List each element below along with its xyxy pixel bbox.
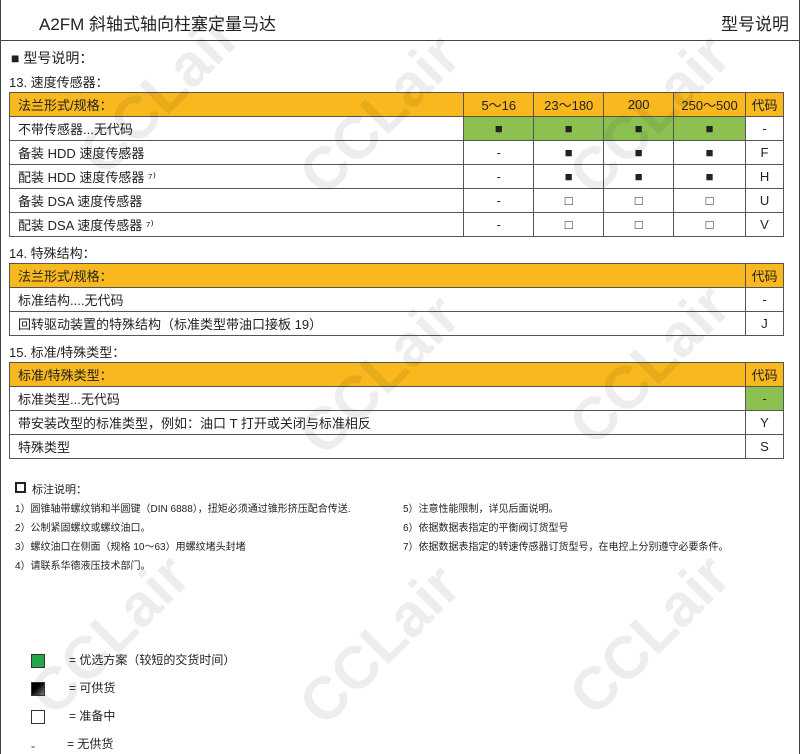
notes-right: 5）注意性能限制，详见后面说明。 6）依据数据表指定的平衡阀订货型号 7）依据数据表…	[403, 500, 729, 557]
legend-swatch-icon	[31, 709, 45, 724]
table-cell: -	[745, 386, 784, 411]
table-cell: S	[745, 434, 784, 459]
table-cell: ■	[603, 116, 675, 141]
row-label: 回转驱动装置的特殊结构（标准类型带油口接板 19）	[8, 311, 747, 336]
table-cell: Y	[745, 410, 784, 435]
table-cell: ■	[533, 140, 605, 165]
table-cell: -	[745, 287, 784, 312]
note-item: 4）请联系华德液压技术部门。	[15, 561, 151, 572]
column-header: 200	[603, 92, 675, 117]
type-table: 标准/特殊类型： 代码 标准类型...无代码 - 带安装改型的标准类型，例如：油口 T …	[8, 362, 784, 459]
table-cell: -	[463, 140, 535, 165]
column-header: 代码	[745, 92, 784, 117]
table-cell: □	[673, 212, 747, 237]
legend-text: = 准备中	[69, 709, 116, 723]
note-item: 1）圆锥轴带螺纹销和半圆键（DIN 6888），扭矩必须通过锥形挤压配合传送.	[15, 504, 351, 515]
table-cell: □	[603, 188, 675, 213]
table-header-row: 标准/特殊类型： 代码	[8, 362, 784, 387]
table-cell: F	[745, 140, 784, 165]
column-header: 250～500	[673, 92, 747, 117]
legend-item: = 可供货	[31, 679, 115, 696]
table-cell: -	[745, 116, 784, 141]
dash-icon: -	[31, 738, 35, 753]
note-item: 3）螺纹油口在侧面（规格 10～63）用螺纹堵头封堵	[15, 542, 246, 553]
table-cell: ■	[603, 164, 675, 189]
table-row: 回转驱动装置的特殊结构（标准类型带油口接板 19） J	[8, 311, 784, 336]
note-item: 2）公制紧固螺纹或螺纹油口。	[15, 523, 151, 534]
row-label: 特殊类型	[8, 434, 747, 459]
table-row: 标准类型...无代码 -	[8, 386, 784, 411]
table-cell: ■	[533, 116, 605, 141]
special-structure-table: 法兰形式/规格： 代码 标准结构....无代码 - 回转驱动装置的特殊结构（标准类型带油…	[8, 263, 784, 336]
column-header: 代码	[745, 362, 784, 387]
note-item: 6）依据数据表指定的平衡阀订货型号	[403, 523, 569, 534]
table-header-row: 法兰形式/规格： 代码	[8, 263, 784, 288]
table-row: 带安装改型的标准类型，例如：油口 T 打开或关闭与标准相反 Y	[8, 410, 784, 435]
note-item: 7）依据数据表指定的转速传感器订货型号，在电控上分别遵守必要条件。	[403, 542, 729, 553]
section-title: ■ 型号说明：	[11, 50, 94, 66]
page-title: A2FM 斜轴式轴向柱塞定量马达	[39, 15, 277, 34]
column-header: 标准/特殊类型：	[8, 362, 747, 387]
legend-item: = 优选方案（较短的交货时间）	[31, 651, 235, 668]
table-row: 配装 HDD 速度传感器 ⁷⁾ - ■ ■ ■ H	[8, 164, 784, 189]
table-cell: ■	[463, 116, 535, 141]
row-label: 配装 HDD 速度传感器 ⁷⁾	[8, 164, 465, 189]
s13-label: 13. 速度传感器：	[9, 75, 109, 90]
table-row: 标准结构....无代码 -	[8, 287, 784, 312]
notes-title: 标注说明：	[15, 481, 87, 497]
row-label: 标准类型...无代码	[8, 386, 747, 411]
legend-text: = 优选方案（较短的交货时间）	[69, 653, 236, 667]
notes-left: 1）圆锥轴带螺纹销和半圆键（DIN 6888），扭矩必须通过锥形挤压配合传送. 2…	[15, 500, 351, 576]
column-header: 5～16	[463, 92, 535, 117]
watermark: CCLair	[556, 541, 743, 728]
table-cell: V	[745, 212, 784, 237]
row-label: 带安装改型的标准类型，例如：油口 T 打开或关闭与标准相反	[8, 410, 747, 435]
table-row: 不带传感器...无代码 ■ ■ ■ ■ -	[8, 116, 784, 141]
note-item: 5）注意性能限制，详见后面说明。	[403, 504, 559, 515]
column-header: 法兰形式/规格：	[8, 263, 747, 288]
s15-label: 15. 标准/特殊类型：	[9, 345, 126, 360]
table-cell: -	[463, 164, 535, 189]
column-header: 代码	[745, 263, 784, 288]
section-heading: 型号说明	[721, 15, 789, 34]
legend-text: = 无供货	[67, 737, 114, 751]
page-header: A2FM 斜轴式轴向柱塞定量马达 型号说明	[1, 0, 799, 41]
legend-item: - = 无供货	[31, 735, 114, 753]
table-cell: □	[603, 212, 675, 237]
row-label: 备装 DSA 速度传感器	[8, 188, 465, 213]
row-label: 配装 DSA 速度传感器 ⁷⁾	[8, 212, 465, 237]
table-header-row: 法兰形式/规格： 5～16 23～180 200 250～500 代码	[8, 92, 784, 117]
table-cell: -	[463, 212, 535, 237]
s14-label: 14. 特殊结构：	[9, 246, 96, 261]
table-cell: □	[673, 188, 747, 213]
legend-swatch-icon	[31, 681, 45, 696]
legend-item: = 准备中	[31, 707, 115, 724]
table-row: 特殊类型 S	[8, 434, 784, 459]
table-cell: J	[745, 311, 784, 336]
table-row: 备装 DSA 速度传感器 - □ □ □ U	[8, 188, 784, 213]
legend-text: = 可供货	[69, 681, 116, 695]
table-cell: -	[463, 188, 535, 213]
table-cell: ■	[673, 116, 747, 141]
column-header: 23～180	[533, 92, 605, 117]
table-cell: ■	[603, 140, 675, 165]
watermark: CCLair	[286, 551, 473, 738]
table-cell: □	[533, 188, 605, 213]
notes-title-text: 标注说明：	[32, 484, 87, 496]
legend-swatch-icon	[31, 653, 45, 668]
row-label: 标准结构....无代码	[8, 287, 747, 312]
speed-sensor-table: 法兰形式/规格： 5～16 23～180 200 250～500 代码 不带传感器...无代…	[8, 92, 784, 237]
table-cell: ■	[673, 164, 747, 189]
table-cell: ■	[673, 140, 747, 165]
table-row: 备装 HDD 速度传感器 - ■ ■ ■ F	[8, 140, 784, 165]
table-cell: □	[533, 212, 605, 237]
table-cell: H	[745, 164, 784, 189]
table-cell: U	[745, 188, 784, 213]
table-cell: ■	[533, 164, 605, 189]
row-label: 不带传感器...无代码	[8, 116, 465, 141]
row-label: 备装 HDD 速度传感器	[8, 140, 465, 165]
table-row: 配装 DSA 速度传感器 ⁷⁾ - □ □ □ V	[8, 212, 784, 237]
column-header: 法兰形式/规格：	[8, 92, 465, 117]
